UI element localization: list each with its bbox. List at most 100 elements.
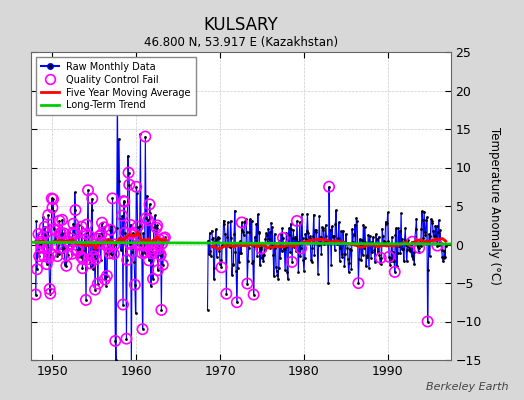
Point	[356, 242, 365, 249]
Point	[77, 254, 85, 260]
Point	[130, 282, 139, 288]
Point	[264, 239, 272, 245]
Point	[84, 256, 93, 262]
Point	[289, 234, 297, 241]
Point	[253, 252, 261, 259]
Point	[88, 195, 96, 202]
Point	[90, 246, 99, 252]
Point	[426, 232, 434, 239]
Point	[111, 338, 119, 344]
Point	[369, 242, 378, 248]
Point	[278, 225, 287, 232]
Point	[239, 229, 247, 236]
Point	[314, 242, 323, 248]
Point	[142, 215, 150, 221]
Point	[273, 272, 281, 278]
Point	[93, 236, 101, 242]
Point	[306, 233, 314, 240]
Point	[419, 234, 428, 241]
Point	[407, 252, 416, 259]
Point	[219, 242, 227, 248]
Point	[248, 260, 256, 266]
Point	[95, 233, 103, 240]
Point	[210, 265, 219, 271]
Point	[117, 236, 126, 243]
Point	[212, 253, 221, 260]
Point	[407, 242, 415, 249]
Point	[151, 244, 160, 250]
Point	[254, 211, 262, 218]
Point	[121, 230, 129, 236]
Point	[345, 260, 354, 266]
Point	[138, 326, 147, 332]
Point	[365, 233, 374, 239]
Point	[356, 236, 364, 242]
Point	[386, 258, 395, 264]
Point	[264, 226, 272, 232]
Point	[260, 252, 268, 258]
Point	[81, 230, 90, 237]
Point	[323, 240, 332, 246]
Point	[143, 242, 151, 249]
Point	[40, 224, 49, 230]
Point	[316, 234, 325, 240]
Point	[124, 170, 133, 176]
Point	[154, 267, 162, 273]
Point	[242, 216, 250, 222]
Point	[38, 244, 46, 251]
Point	[225, 243, 233, 250]
Point	[243, 280, 252, 287]
Point	[103, 241, 112, 248]
Point	[304, 237, 313, 244]
Point	[57, 245, 66, 251]
Point	[42, 229, 50, 236]
Point	[114, 196, 122, 203]
Point	[390, 269, 399, 275]
Point	[409, 256, 417, 262]
Point	[325, 240, 334, 246]
Point	[105, 250, 114, 256]
Point	[230, 231, 238, 238]
Point	[403, 247, 411, 254]
Point	[390, 269, 399, 275]
Point	[109, 243, 117, 249]
Point	[86, 260, 94, 267]
Point	[161, 237, 170, 244]
Point	[394, 250, 402, 256]
Point	[328, 223, 336, 230]
Point	[104, 244, 113, 250]
Point	[384, 209, 392, 216]
Point	[48, 195, 56, 202]
Point	[101, 276, 109, 282]
Point	[119, 198, 128, 204]
Point	[52, 228, 60, 234]
Point	[57, 230, 65, 236]
Text: 46.800 N, 53.917 E (Kazakhstan): 46.800 N, 53.917 E (Kazakhstan)	[144, 36, 338, 49]
Point	[97, 231, 105, 238]
Point	[226, 218, 235, 224]
Point	[58, 217, 67, 223]
Point	[285, 231, 293, 238]
Point	[434, 229, 442, 236]
Point	[108, 195, 117, 202]
Point	[319, 227, 328, 233]
Point	[36, 239, 44, 246]
Point	[337, 228, 345, 234]
Point	[419, 217, 427, 224]
Point	[50, 226, 58, 232]
Point	[134, 242, 143, 248]
Point	[344, 269, 353, 276]
Point	[331, 220, 340, 227]
Point	[67, 242, 75, 248]
Point	[435, 242, 444, 248]
Point	[123, 257, 132, 263]
Point	[66, 240, 74, 247]
Point	[408, 238, 417, 245]
Point	[286, 249, 294, 255]
Point	[94, 280, 102, 287]
Point	[78, 265, 86, 272]
Point	[288, 259, 296, 265]
Point	[293, 218, 301, 224]
Point	[159, 235, 168, 242]
Point	[70, 231, 78, 237]
